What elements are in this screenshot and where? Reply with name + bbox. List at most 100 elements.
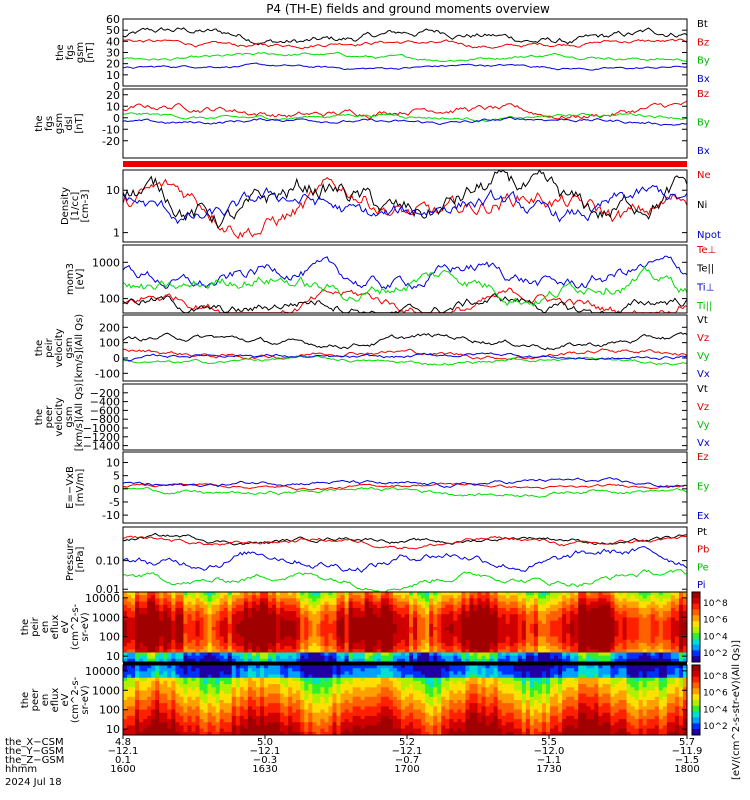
spectrogram-cell (175, 684, 180, 688)
spectrogram-cell (388, 725, 394, 730)
spectrogram-cell (123, 655, 128, 660)
spectrogram-cell (405, 595, 410, 599)
spectrogram-cell (598, 614, 603, 618)
spectrogram-cell (409, 627, 414, 631)
spectrogram-cell (187, 614, 192, 618)
spectrogram-cell (171, 642, 176, 647)
spectrogram-cell (457, 623, 462, 628)
spectrogram-cell (380, 658, 386, 663)
spectrogram-cell (602, 623, 607, 628)
spectrogram-cell (481, 601, 486, 606)
spectrogram-cell (421, 684, 426, 688)
spectrogram-cell (558, 627, 563, 631)
spectrogram-cell (622, 620, 627, 625)
spectrogram-cell (304, 725, 309, 730)
spectrogram-cell (344, 592, 349, 596)
spectrogram-cell (304, 728, 309, 733)
spectrogram-cell (187, 680, 192, 685)
spectrogram-cell (171, 639, 176, 644)
spectrogram-cell (465, 620, 470, 625)
spectrogram-cell (678, 652, 684, 657)
spectrogram-cell (537, 604, 543, 609)
spectrogram-cell (344, 709, 349, 714)
spectrogram-cell (123, 592, 128, 596)
spectrogram-cell (123, 696, 128, 701)
spectrogram-cell (340, 690, 345, 695)
spectrogram-cell (247, 719, 253, 723)
spectrogram-cell (380, 630, 386, 634)
spectrogram-cell (388, 630, 394, 634)
spectrogram-cell (268, 677, 273, 682)
spectrogram-cell (264, 598, 269, 602)
spectrogram-cell (324, 614, 329, 618)
spectrogram-cell (449, 614, 454, 618)
spectrogram-cell (461, 595, 466, 599)
spectrogram-cell (602, 636, 607, 641)
spectrogram-cell (541, 611, 547, 615)
spectrogram-cell (292, 604, 297, 609)
spectrogram-cell (562, 642, 567, 647)
spectrogram-cell (304, 715, 309, 720)
spectrogram-cell (481, 611, 486, 615)
spectrogram-cell (155, 646, 160, 650)
spectrogram-cell (264, 680, 269, 685)
spectrogram-cell (578, 642, 583, 647)
spectrogram-cell (622, 633, 627, 637)
spectrogram-cell (308, 620, 313, 625)
spectrogram-cell (300, 690, 305, 695)
spectrogram-cell (272, 693, 277, 698)
spectrogram-cell (501, 646, 507, 650)
spectrogram-cell (227, 630, 233, 634)
spectrogram-cell (429, 646, 434, 650)
spectrogram-cell (356, 671, 362, 675)
spectrogram-cell (336, 611, 341, 615)
spectrogram-cell (642, 617, 648, 622)
spectrogram-cell (155, 668, 160, 672)
spectrogram-cell (642, 646, 648, 650)
spectrogram-cell (199, 639, 204, 644)
spectrogram-cell (533, 620, 539, 625)
spectrogram-cell (199, 687, 204, 691)
spectrogram-cell (304, 709, 309, 714)
spectrogram-cell (642, 658, 648, 663)
y-axis-label: peir (44, 337, 55, 357)
spectrogram-cell (284, 611, 289, 615)
spectrogram-cell (533, 633, 539, 637)
spectrogram-cell (167, 709, 172, 714)
spectrogram-cell (614, 630, 619, 634)
spectrogram-cell (247, 715, 253, 720)
spectrogram-cell (533, 617, 539, 622)
spectrogram-cell (413, 665, 418, 669)
spectrogram-cell (570, 623, 575, 628)
spectrogram-cell (312, 671, 317, 675)
spectrogram-cell (445, 633, 450, 637)
spectrogram-cell (356, 680, 362, 685)
spectrogram-cell (179, 623, 184, 628)
spectrogram-cell (364, 636, 370, 641)
spectrogram-cell (594, 639, 599, 644)
spectrogram-cell (296, 715, 301, 720)
spectrogram-cell (662, 655, 668, 660)
spectrogram-cell (195, 671, 200, 675)
spectrogram-cell (594, 658, 599, 663)
spectrogram-cell (634, 623, 640, 628)
spectrogram-cell (537, 639, 543, 644)
spectrogram-cell (541, 604, 547, 609)
spectrogram-cell (187, 601, 192, 606)
spectrogram-cell (352, 611, 358, 615)
spectrogram-cell (127, 601, 132, 606)
spectrogram-cell (139, 636, 144, 641)
spectrogram-cell (441, 649, 446, 653)
spectrogram-cell (247, 630, 253, 634)
spectrogram-cell (618, 623, 623, 628)
spectrogram-cell (195, 652, 200, 657)
spectrogram-cell (417, 668, 422, 672)
spectrogram-cell (288, 715, 293, 720)
spectrogram-cell (570, 646, 575, 650)
spectrogram-cell (626, 627, 631, 631)
spectrogram-cell (255, 674, 261, 679)
spectrogram-cell (264, 592, 269, 596)
spectrogram-cell (457, 604, 462, 609)
spectrogram-cell (163, 665, 168, 669)
spectrogram-cell (525, 617, 531, 622)
